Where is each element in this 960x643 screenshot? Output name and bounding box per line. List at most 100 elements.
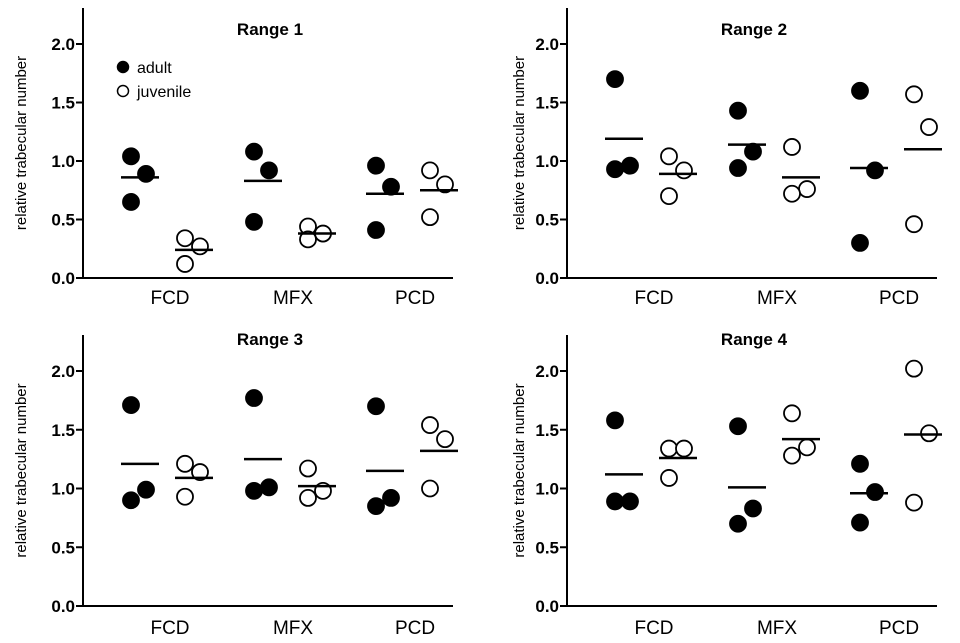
juvenile-point [436,175,454,194]
x-tick-label: FCD [150,288,189,309]
y-tick-label: 1.5 [535,94,559,113]
x-tick-label: FCD [634,288,673,309]
adult-point [137,480,155,499]
y-axis-label: relative trabecular number [511,383,528,557]
juvenile-point [920,118,938,136]
adult-point [851,513,869,532]
juvenile-point [660,187,678,206]
juvenile-point [421,161,439,180]
adult-point [729,514,747,533]
juvenile-point [783,138,801,156]
y-tick-label: 0.5 [51,211,75,230]
juvenile-point [798,438,816,457]
legend-label-juvenile: juvenile [136,84,191,101]
adult-point [851,81,869,100]
y-tick-label: 0.0 [535,269,559,288]
x-tick-label: PCD [395,618,435,639]
adult-point [260,478,278,497]
juvenile-point [176,255,194,273]
chart-title: Range 4 [721,330,788,349]
chart-panel-3: Range 3 relative trabecular number 0.0 0.5 1… [13,330,458,639]
adult-point [621,156,639,175]
juvenile-point [783,404,801,423]
juvenile-point [421,479,439,498]
legend-marker-adult [116,60,130,74]
x-tick-label: PCD [395,288,435,309]
chart-panel-1: Range 1 relative trabecular number 0.0 0.5 1… [13,8,458,309]
adult-point [606,70,624,88]
x-tick-label: PCD [879,288,919,309]
adult-point [382,177,400,196]
y-tick-label: 0.5 [535,538,559,557]
juvenile-point [299,488,317,507]
adult-point [729,159,747,177]
y-tick-label: 1.0 [51,480,75,499]
juvenile-point [783,446,801,465]
adult-point [729,101,747,120]
juvenile-point [905,215,923,234]
y-tick-label: 1.0 [51,152,75,171]
adult-point [606,492,624,511]
chart-title: Range 3 [237,330,303,349]
juvenile-point [176,487,194,506]
chart-panel-2: Range 2 relative trabecular number 0.0 0.5 1… [511,8,942,309]
adult-point [866,161,884,180]
y-tick-label: 0.5 [51,538,75,557]
adult-point [367,221,385,239]
y-tick-label: 0.0 [51,269,75,288]
adult-point [122,396,140,414]
x-tick-label: MFX [273,288,313,309]
juvenile-point [421,416,439,434]
juvenile-point [191,237,209,256]
legend-marker-juvenile [116,84,130,98]
juvenile-point [675,439,693,458]
juvenile-point [421,208,439,227]
juvenile-point [176,454,194,473]
y-tick-label: 1.5 [51,94,75,113]
y-tick-label: 2.0 [51,35,75,54]
adult-point [260,161,278,180]
juvenile-point [905,493,923,512]
y-tick-label: 2.0 [51,362,75,381]
juvenile-point [675,161,693,180]
adult-point [367,497,385,516]
adult-point [367,397,385,416]
juvenile-point [299,459,317,478]
y-tick-label: 0.0 [51,597,75,616]
adult-point [382,488,400,507]
x-tick-label: MFX [273,618,313,639]
adult-point [367,156,385,175]
adult-point [245,212,263,231]
adult-point [122,491,140,510]
y-axis-label: relative trabecular number [511,56,528,230]
x-tick-label: FCD [634,618,673,639]
adult-point [744,499,762,518]
adult-point [729,417,747,436]
adult-point [245,142,263,161]
y-axis-label: relative trabecular number [13,56,30,230]
x-tick-label: PCD [879,618,919,639]
chart-title: Range 1 [237,20,303,39]
y-tick-label: 2.0 [535,35,559,54]
legend-label-adult: adult [137,60,172,77]
y-tick-label: 1.5 [51,421,75,440]
juvenile-point [191,463,209,481]
adult-point [744,142,762,161]
adult-point [137,164,155,183]
juvenile-point [660,439,678,458]
juvenile-point [660,147,678,166]
adult-point [245,389,263,407]
y-axis-label: relative trabecular number [13,383,30,557]
y-tick-label: 2.0 [535,362,559,381]
juvenile-point [176,229,194,248]
y-tick-label: 1.0 [535,480,559,499]
x-tick-label: FCD [150,618,189,639]
y-tick-label: 1.0 [535,152,559,171]
adult-point [851,454,869,473]
adult-point [621,492,639,511]
adult-point [122,193,140,211]
juvenile-point [798,180,816,198]
adult-point [245,481,263,500]
adult-point [606,411,624,430]
